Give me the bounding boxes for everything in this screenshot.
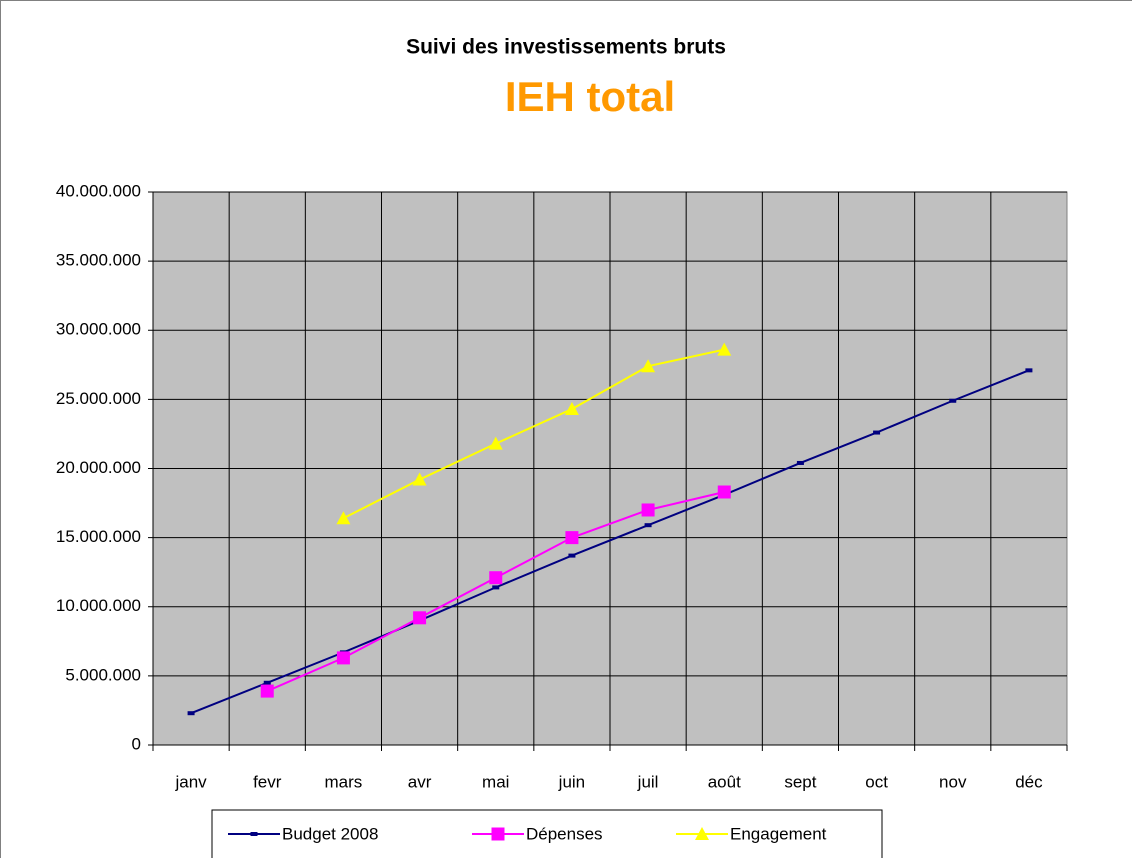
x-tick-label: nov [939, 772, 967, 791]
y-tick-label: 30.000.000 [56, 320, 141, 339]
x-tick-label: oct [865, 772, 888, 791]
marker [644, 523, 652, 528]
marker [717, 485, 731, 499]
y-tick-label: 15.000.000 [56, 527, 141, 546]
x-tick-label: déc [1015, 772, 1043, 791]
marker [641, 503, 655, 517]
legend-label: Dépenses [526, 824, 603, 843]
marker [1025, 368, 1033, 373]
y-tick-label: 10.000.000 [56, 596, 141, 615]
marker [187, 711, 195, 716]
marker [412, 472, 427, 486]
marker [250, 832, 258, 836]
x-tick-label: sept [784, 772, 816, 791]
y-tick-label: 25.000.000 [56, 389, 141, 408]
marker [641, 359, 656, 373]
marker [492, 585, 500, 590]
marker [695, 827, 709, 840]
marker [564, 402, 579, 416]
marker [491, 827, 505, 841]
marker [413, 611, 427, 625]
x-tick-label: mai [482, 772, 509, 791]
marker [489, 571, 503, 585]
y-tick-label: 35.000.000 [56, 251, 141, 270]
x-tick-label: mars [325, 772, 363, 791]
marker [336, 651, 350, 665]
marker [565, 531, 579, 545]
legend [211, 809, 883, 858]
x-tick-label: avr [408, 772, 432, 791]
legend-label: Budget 2008 [282, 824, 378, 843]
marker [717, 342, 732, 356]
chart-subtitle: IEH total [505, 73, 675, 120]
y-tick-label: 20.000.000 [56, 458, 141, 477]
chart-title: Suivi des investissements bruts [406, 36, 726, 59]
y-tick-label: 40.000.000 [56, 181, 141, 200]
marker [260, 684, 274, 698]
legend-label: Engagement [730, 824, 827, 843]
marker [488, 436, 503, 450]
x-tick-label: juil [637, 772, 659, 791]
x-tick-label: janv [174, 772, 207, 791]
marker [949, 398, 957, 403]
marker [796, 460, 804, 465]
x-tick-label: fevr [253, 772, 282, 791]
y-tick-label: 5.000.000 [65, 665, 141, 684]
marker [336, 511, 351, 525]
series-line [342, 348, 725, 520]
marker [873, 430, 881, 435]
x-tick-label: août [708, 772, 741, 791]
y-tick-label: 0 [132, 734, 141, 753]
series-line [190, 369, 1030, 715]
x-tick-label: juin [558, 772, 585, 791]
marker [568, 553, 576, 558]
marker [263, 680, 271, 685]
